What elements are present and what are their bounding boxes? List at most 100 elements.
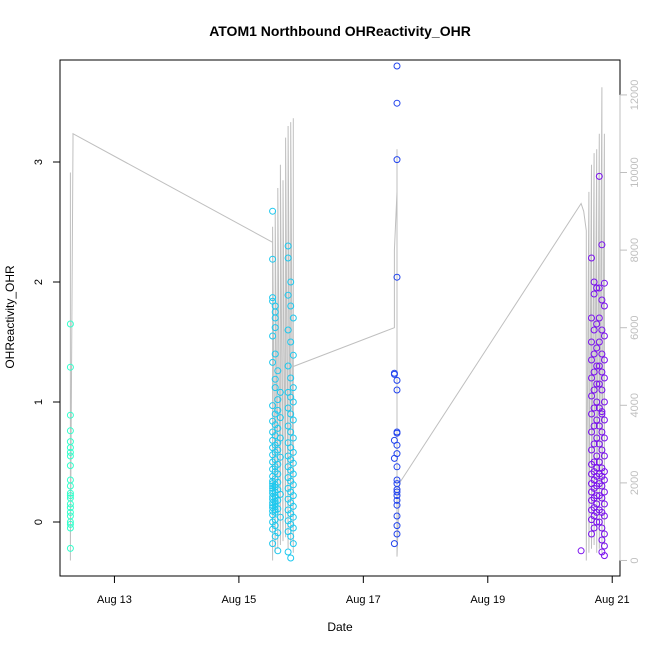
data-point: [588, 410, 595, 418]
data-point: [393, 501, 401, 509]
data-point: [590, 350, 598, 358]
data-point: [595, 338, 603, 346]
data-point: [393, 62, 401, 70]
data-point: [593, 518, 601, 526]
data-point: [593, 434, 601, 442]
data-point: [66, 452, 74, 460]
data-point: [274, 367, 282, 375]
data-point: [393, 441, 401, 449]
data-point: [588, 460, 595, 468]
data-point: [588, 428, 595, 436]
data-point: [393, 522, 401, 530]
data-point: [271, 410, 279, 418]
data-point: [393, 530, 401, 538]
data-point: [598, 536, 606, 544]
data-point: [390, 370, 398, 378]
data-point: [598, 386, 606, 394]
data-point: [390, 454, 398, 462]
data-point: [66, 462, 74, 470]
data-point: [289, 524, 297, 532]
data-point: [269, 255, 277, 263]
data-point: [595, 362, 603, 370]
data-point: [588, 356, 595, 364]
chart-title: ATOM1 Northbound OHReactivity_OHR: [209, 23, 471, 39]
data-point: [588, 488, 595, 496]
data-point: [66, 448, 74, 456]
data-point: [284, 254, 292, 262]
data-point: [284, 291, 292, 299]
y-right-tick-label: 0: [629, 557, 641, 563]
data-point: [66, 427, 74, 435]
data-point: [274, 424, 282, 432]
data-point: [274, 547, 282, 555]
data-point: [66, 544, 74, 552]
data-point: [590, 368, 598, 376]
data-point: [595, 422, 603, 430]
data-point: [593, 398, 601, 406]
data-points-group: [66, 62, 608, 562]
data-point: [593, 362, 601, 370]
data-point: [600, 552, 608, 560]
data-point: [588, 338, 595, 346]
data-point: [390, 540, 398, 548]
data-point: [287, 410, 295, 418]
data-point: [595, 380, 603, 388]
data-point: [287, 278, 295, 286]
data-point: [66, 492, 74, 500]
data-point: [588, 254, 595, 262]
data-point: [600, 279, 608, 287]
data-point: [600, 542, 608, 550]
y-left-tick-label: 2: [33, 279, 45, 285]
data-point: [593, 416, 601, 424]
data-point: [276, 490, 284, 498]
data-point: [287, 428, 295, 436]
data-point: [271, 532, 279, 540]
data-point: [66, 524, 74, 532]
secondary-line-group: [69, 87, 605, 561]
data-point: [598, 494, 606, 502]
data-point: [271, 350, 279, 358]
data-point: [274, 396, 282, 404]
data-point: [287, 532, 295, 540]
data-point: [289, 459, 297, 467]
data-point: [393, 488, 401, 496]
data-point: [284, 362, 292, 370]
data-point: [600, 398, 608, 406]
x-axis: Aug 13 Aug 15 Aug 17 Aug 19 Aug 21: [97, 575, 630, 606]
data-point: [289, 314, 297, 322]
data-point: [600, 500, 608, 508]
data-point: [393, 512, 401, 520]
data-point: [66, 482, 74, 490]
data-point: [590, 386, 598, 394]
data-point: [269, 402, 277, 410]
data-point: [284, 326, 292, 334]
data-point: [287, 302, 295, 310]
data-point: [598, 428, 606, 436]
data-point: [590, 326, 598, 334]
data-point: [284, 548, 292, 556]
data-point: [595, 458, 603, 466]
data-point: [600, 512, 608, 520]
data-point: [66, 320, 74, 328]
x-tick-label: Aug 19: [470, 594, 505, 606]
data-point: [66, 500, 74, 508]
x-tick-label: Aug 21: [595, 594, 630, 606]
data-point: [289, 502, 297, 510]
data-point: [600, 356, 608, 364]
data-point: [393, 156, 401, 164]
y-axis-label: OHReactivity_OHR: [3, 265, 17, 369]
data-point: [287, 338, 295, 346]
y-axis-left: 0 1 2 3: [33, 159, 61, 525]
data-point: [269, 540, 277, 548]
data-point: [269, 525, 277, 533]
data-point: [66, 508, 74, 516]
data-point: [289, 448, 297, 456]
data-point: [271, 375, 279, 383]
data-point: [593, 284, 601, 292]
data-point: [595, 440, 603, 448]
data-point: [590, 422, 598, 430]
data-point: [598, 482, 606, 490]
data-point: [66, 444, 74, 452]
data-point: [588, 392, 595, 400]
